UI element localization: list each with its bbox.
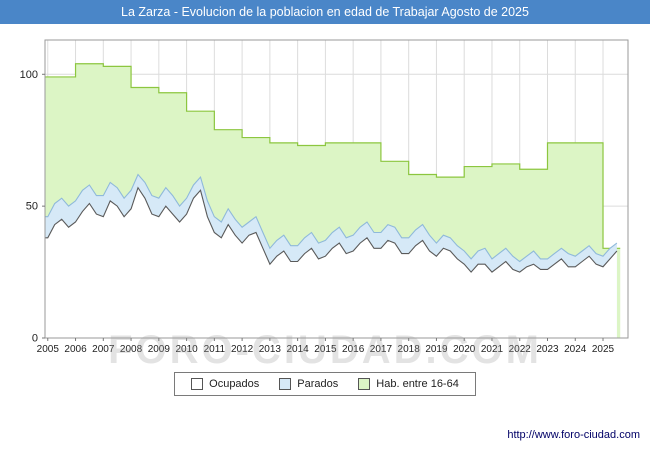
legend-wrap: Ocupados Parados Hab. entre 16-64 — [0, 372, 650, 396]
svg-text:2013: 2013 — [259, 344, 282, 355]
legend: Ocupados Parados Hab. entre 16-64 — [174, 372, 476, 396]
hab-16-64-line — [45, 63, 621, 249]
legend-item-ocupados: Ocupados — [191, 378, 259, 390]
ocupados-area — [45, 187, 617, 338]
plot-border — [44, 39, 629, 339]
svg-text:2006: 2006 — [64, 344, 87, 355]
hab-16-64-swatch — [358, 378, 371, 390]
svg-text:2021: 2021 — [481, 344, 504, 355]
svg-text:2023: 2023 — [536, 344, 559, 355]
chart-title: La Zarza - Evolucion de la poblacion en … — [121, 5, 529, 19]
svg-text:100: 100 — [20, 69, 38, 81]
svg-text:2014: 2014 — [287, 344, 310, 355]
ocupados-swatch — [191, 378, 204, 390]
legend-label-parados: Parados — [297, 378, 339, 390]
svg-text:2005: 2005 — [37, 344, 60, 355]
legend-item-parados: Parados — [279, 378, 338, 390]
parados-line — [45, 173, 618, 263]
svg-text:2016: 2016 — [342, 344, 365, 355]
y-axis-labels: 0 50 100 — [20, 69, 45, 345]
title-bar: La Zarza - Evolucion de la poblacion en … — [0, 0, 650, 24]
parados-swatch — [279, 378, 292, 390]
svg-text:2007: 2007 — [92, 344, 115, 355]
svg-text:2022: 2022 — [509, 344, 532, 355]
svg-text:2025: 2025 — [592, 344, 615, 355]
ocupados-line — [45, 186, 618, 273]
svg-text:2012: 2012 — [231, 344, 254, 355]
legend-label-ocupados: Ocupados — [209, 378, 260, 390]
svg-text:2017: 2017 — [370, 344, 393, 355]
svg-text:2010: 2010 — [175, 344, 198, 355]
svg-text:2020: 2020 — [453, 344, 476, 355]
svg-text:2011: 2011 — [204, 344, 226, 355]
svg-text:2008: 2008 — [120, 344, 143, 355]
svg-text:0: 0 — [32, 333, 38, 345]
svg-text:50: 50 — [26, 201, 38, 213]
legend-item-hab-16-64: Hab. entre 16-64 — [358, 378, 459, 390]
legend-label-hab-16-64: Hab. entre 16-64 — [376, 378, 459, 390]
svg-text:2019: 2019 — [425, 344, 448, 355]
footer-url[interactable]: http://www.foro-ciudad.com — [507, 429, 640, 441]
svg-text:2024: 2024 — [564, 344, 587, 355]
svg-text:2015: 2015 — [314, 344, 337, 355]
svg-text:2018: 2018 — [398, 344, 421, 355]
chart-svg: 2005 2006 2007 2008 2009 2010 2011 2012 2013 2014… — [20, 39, 629, 355]
svg-text:2009: 2009 — [148, 344, 171, 355]
x-axis-labels: 2005 2006 2007 2008 2009 2010 2011 2012 2013 2014… — [37, 338, 615, 355]
